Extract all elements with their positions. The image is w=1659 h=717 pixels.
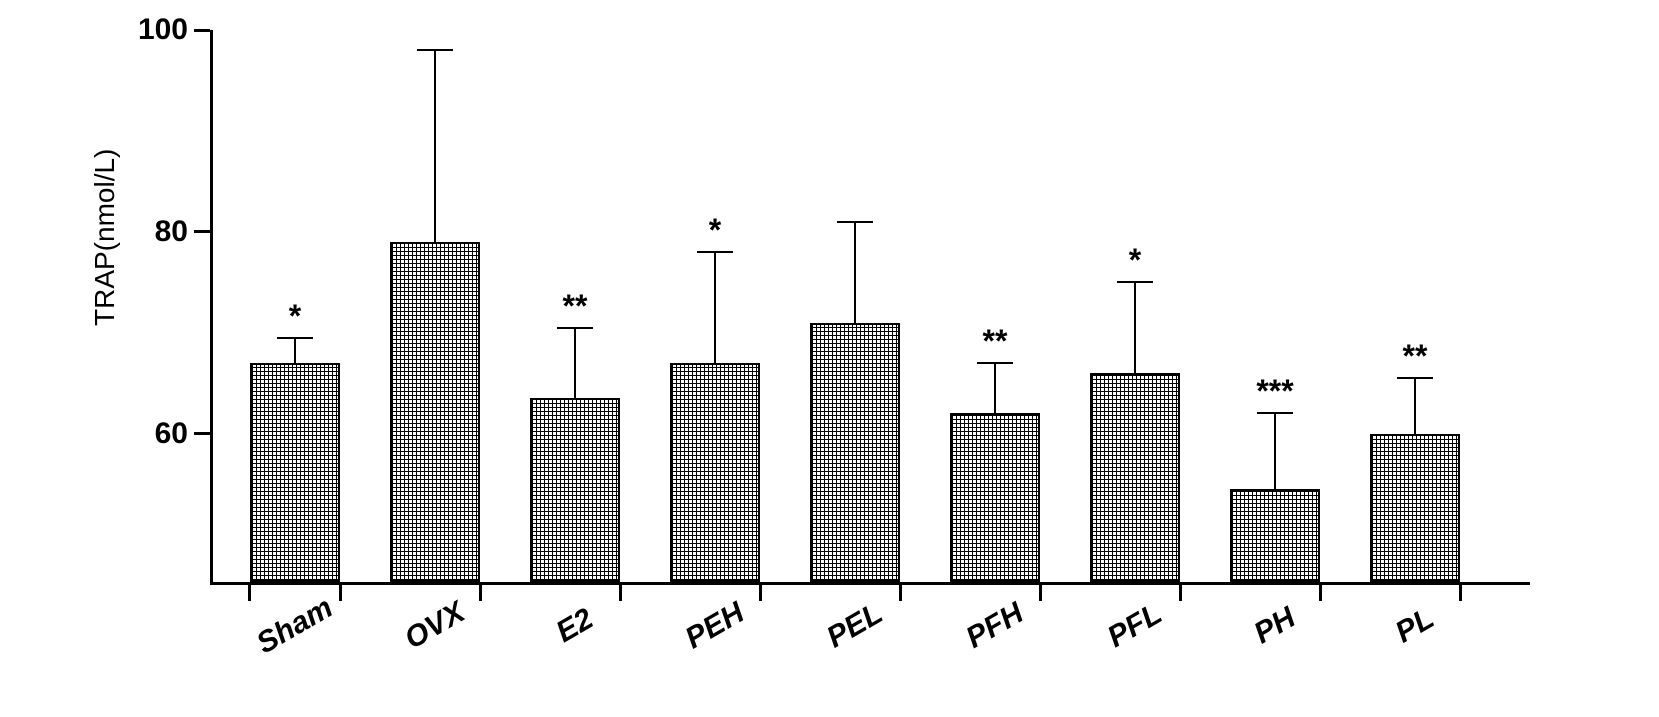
error-bar — [1274, 413, 1276, 489]
significance-label: * — [1129, 242, 1141, 279]
x-tick-label: PH — [1248, 601, 1301, 651]
error-bar-cap — [277, 337, 313, 339]
error-bar-cap — [557, 327, 593, 329]
x-tick — [899, 585, 902, 601]
bar-pattern — [672, 365, 758, 580]
x-tick — [1319, 585, 1322, 601]
error-bar-cap — [977, 362, 1013, 364]
bar — [250, 363, 340, 582]
bar — [1230, 489, 1320, 582]
y-tick — [194, 432, 210, 435]
x-tick-label: PL — [1390, 602, 1440, 651]
bar — [390, 242, 480, 582]
significance-label: * — [289, 298, 301, 335]
significance-label: ** — [983, 323, 1008, 360]
error-bar — [714, 252, 716, 363]
error-bar-cap — [697, 251, 733, 253]
error-bar-cap — [1117, 281, 1153, 283]
bar — [1090, 373, 1180, 582]
bar-pattern — [392, 244, 478, 580]
significance-label: ** — [563, 288, 588, 325]
trap-bar-chart: TRAP(nmol/L) 60 80 100 * Sham OVX ** E2 * PEH PEL *… — [80, 10, 1580, 710]
error-bar-cap — [837, 221, 873, 223]
bar-pattern — [1372, 436, 1458, 580]
significance-label: *** — [1256, 373, 1293, 410]
bar — [950, 413, 1040, 582]
y-tick — [194, 230, 210, 233]
y-axis-line — [210, 30, 213, 585]
error-bar-cap — [1257, 412, 1293, 414]
plot-area: 6080100*ShamOVX**E2*PEHPEL**PFH*PFL***PH… — [210, 30, 1530, 585]
y-tick-label: 100 — [138, 13, 188, 47]
x-tick-label: OVX — [399, 595, 471, 656]
error-bar — [994, 363, 996, 413]
bar-pattern — [1232, 491, 1318, 580]
bar — [670, 363, 760, 582]
significance-label: * — [709, 212, 721, 249]
x-tick — [339, 585, 342, 601]
x-tick-label: PFH — [961, 596, 1030, 655]
y-tick-label: 60 — [155, 417, 188, 451]
bar-pattern — [812, 325, 898, 580]
error-bar — [574, 328, 576, 399]
x-tick — [479, 585, 482, 601]
x-tick — [1039, 585, 1042, 601]
error-bar-cap — [417, 49, 453, 51]
error-bar — [1134, 282, 1136, 373]
bar — [810, 323, 900, 582]
bar — [530, 398, 620, 582]
error-bar-cap — [1397, 377, 1433, 379]
error-bar — [434, 50, 436, 242]
x-tick-label: Sham — [251, 591, 339, 661]
x-tick — [619, 585, 622, 601]
error-bar — [294, 338, 296, 363]
y-axis-label: TRAP(nmol/L) — [89, 149, 121, 326]
x-tick-label: PEH — [680, 596, 750, 656]
y-tick — [194, 29, 210, 32]
bar-pattern — [952, 415, 1038, 580]
x-tick-label: E2 — [551, 602, 600, 650]
error-bar — [854, 222, 856, 323]
x-tick-label: PFL — [1102, 597, 1168, 655]
y-tick-label: 80 — [155, 215, 188, 249]
x-axis-line — [210, 582, 1530, 585]
bar-pattern — [1092, 375, 1178, 580]
x-tick — [248, 585, 251, 601]
error-bar — [1414, 378, 1416, 434]
bar-pattern — [252, 365, 338, 580]
x-tick — [1459, 585, 1462, 601]
x-tick-label: PEL — [821, 597, 889, 656]
bar — [1370, 434, 1460, 582]
significance-label: ** — [1403, 338, 1428, 375]
bar-pattern — [532, 400, 618, 580]
x-tick — [759, 585, 762, 601]
x-tick — [1179, 585, 1182, 601]
